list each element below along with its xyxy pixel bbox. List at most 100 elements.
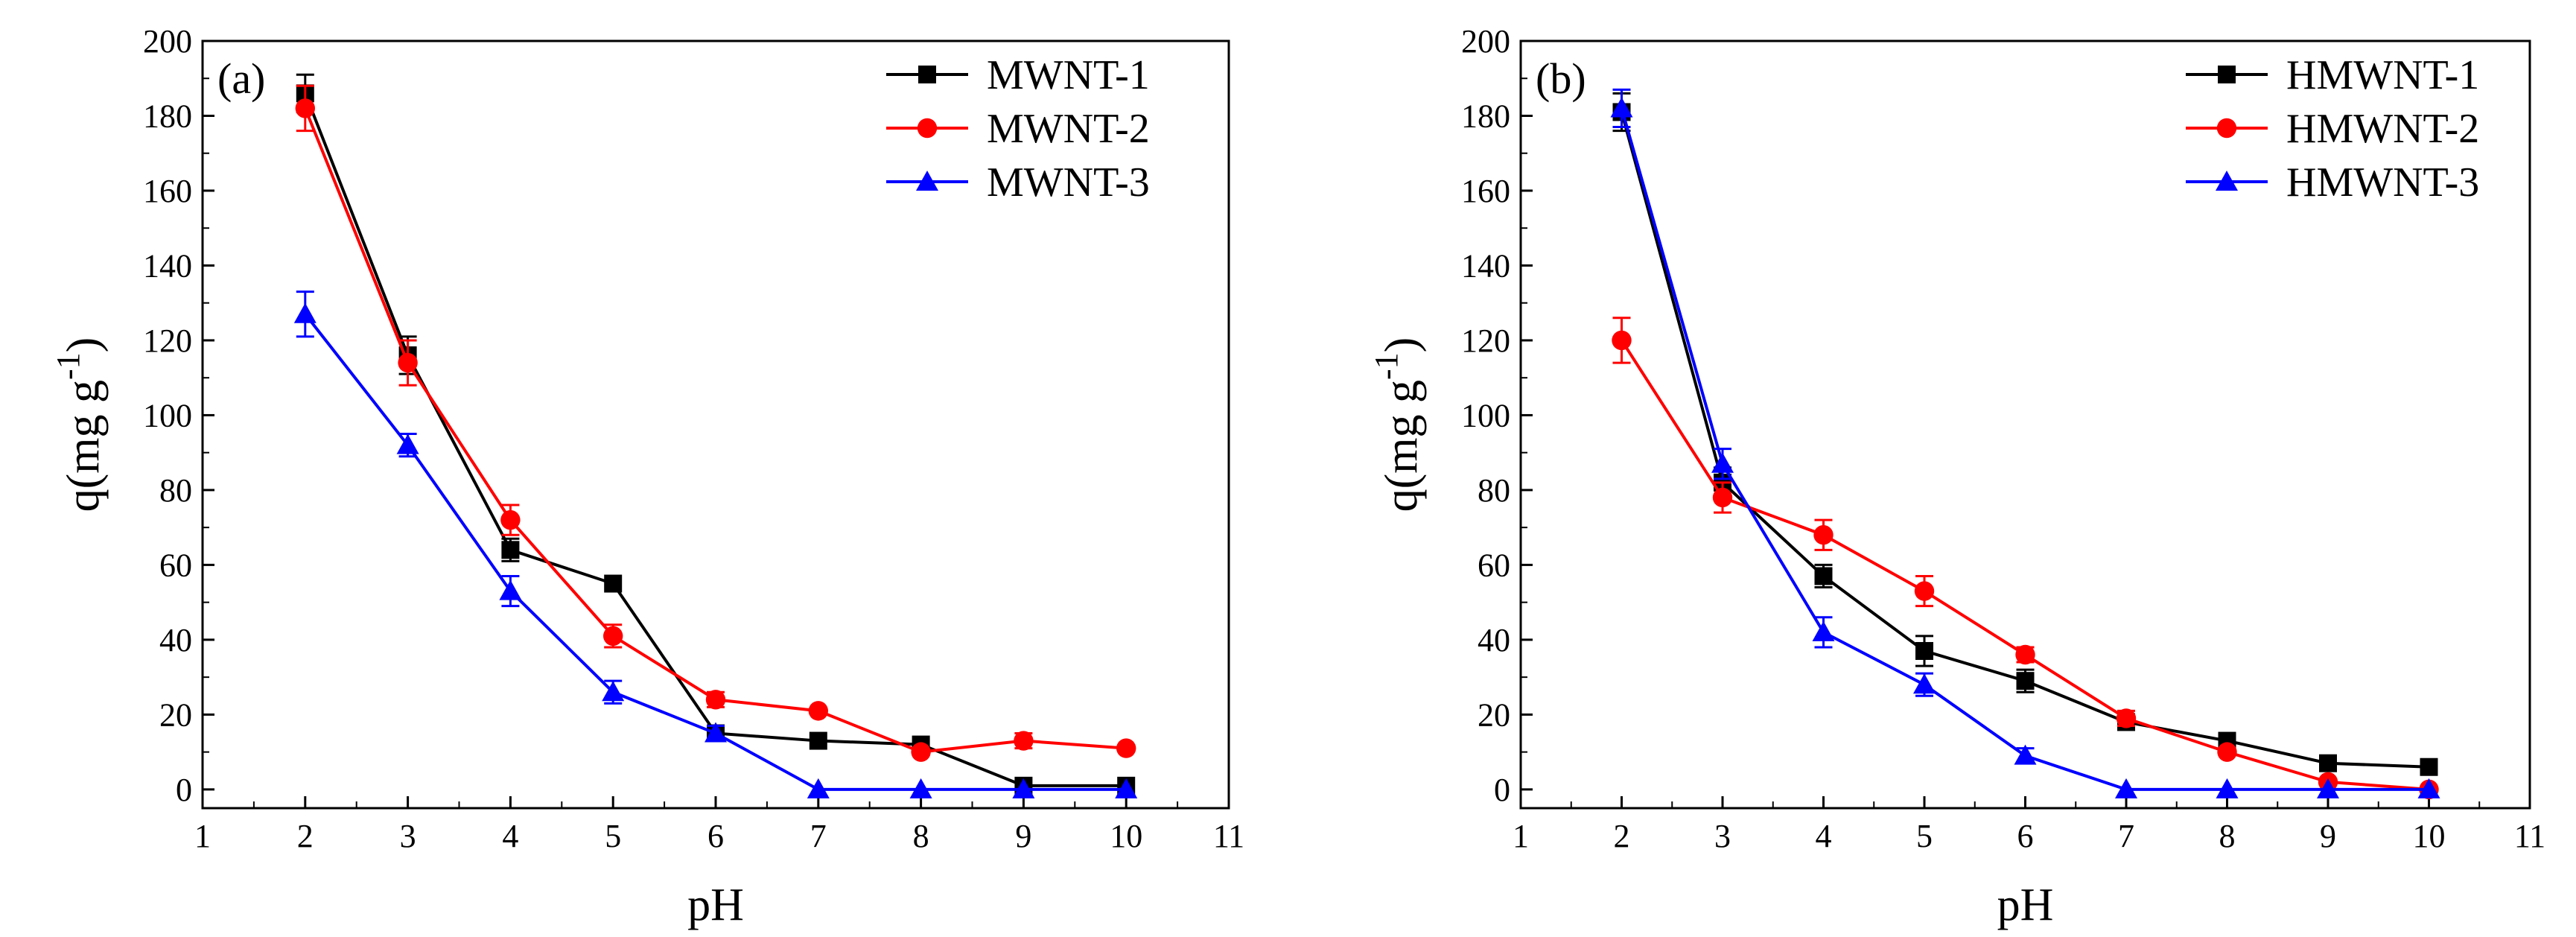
- legend-entry: MWNT-3: [886, 159, 1150, 206]
- x-tick-label: 11: [1213, 818, 1244, 854]
- data-point: [396, 433, 419, 454]
- x-tick-label: 3: [400, 818, 416, 854]
- legend-entry: MWNT-2: [886, 106, 1150, 152]
- chart-panel-a: 1 2 3 4 5 6 7 8 9 10 11 0 20 40 60 80 100 120 140 160 180 200…: [50, 23, 1244, 930]
- data-point: [501, 541, 520, 559]
- legend-marker: [917, 118, 938, 139]
- y-tick-label: 160: [1461, 173, 1510, 209]
- x-tick-label: 8: [913, 818, 929, 854]
- x-tick-label: 6: [2017, 818, 2034, 854]
- panel-label: (b): [1536, 54, 1586, 103]
- y-tick-label: 100: [1461, 397, 1510, 433]
- data-point: [398, 352, 418, 373]
- x-axis-title: pH: [1997, 880, 2054, 930]
- x-tick-label: 5: [1916, 818, 1933, 854]
- data-point: [2216, 778, 2239, 798]
- y-tick-label: 0: [1494, 772, 1510, 808]
- legend-marker: [2216, 118, 2237, 139]
- series-hmwnt-3: [1610, 88, 2440, 798]
- legend-label: MWNT-3: [987, 159, 1150, 206]
- data-point: [2015, 644, 2035, 665]
- y-axis-title-close: ): [58, 337, 109, 353]
- data-point: [2016, 672, 2035, 690]
- y-tick-label: 180: [1461, 98, 1510, 134]
- y-axis-title-close: ): [1376, 337, 1427, 353]
- data-point: [295, 98, 315, 118]
- y-tick-label: 200: [143, 23, 192, 60]
- x-tick-label: 4: [1816, 818, 1832, 854]
- data-point: [911, 742, 931, 762]
- data-point: [1014, 731, 1034, 751]
- x-tick-label: 7: [810, 818, 827, 854]
- data-point: [1914, 581, 1935, 601]
- data-point: [807, 778, 830, 798]
- y-tick-label: 160: [143, 173, 192, 209]
- x-tick-label: 5: [605, 818, 621, 854]
- data-point: [705, 722, 727, 743]
- y-tick-label: 140: [143, 247, 192, 284]
- data-point: [602, 681, 625, 702]
- y-tick-label: 20: [1478, 696, 1510, 733]
- data-point: [809, 731, 827, 750]
- y-tick-label: 120: [1461, 323, 1510, 359]
- series-line: [304, 313, 1127, 791]
- data-point: [1116, 738, 1136, 758]
- series-hmwnt-1: [1612, 92, 2438, 776]
- y-tick-label: 200: [1461, 23, 1510, 60]
- x-tick-label: 6: [707, 818, 724, 854]
- y-tick-label: 0: [176, 772, 192, 808]
- data-point: [1913, 673, 1936, 694]
- legend-label: MWNT-1: [987, 52, 1150, 98]
- data-point: [604, 574, 623, 593]
- legend-marker: [916, 171, 938, 191]
- x-tick-label: 2: [297, 818, 314, 854]
- data-point: [2116, 708, 2137, 728]
- data-point: [2417, 778, 2440, 798]
- data-point: [1812, 620, 1835, 641]
- data-point: [499, 579, 522, 600]
- chart-panel-b: 1 2 3 4 5 6 7 8 9 10 11 0 20 40 60 80 100 120 140 160 180 200…: [1368, 23, 2545, 930]
- panel-label: (a): [217, 54, 265, 103]
- data-point: [909, 778, 932, 798]
- y-axis-title-superscript: -1: [1368, 352, 1405, 380]
- y-tick-label: 60: [1478, 547, 1510, 583]
- y-tick-label: 60: [159, 547, 192, 583]
- y-tick-label: 40: [159, 622, 192, 658]
- legend-marker: [2216, 171, 2238, 191]
- legend-entry: HMWNT-2: [2186, 106, 2479, 152]
- x-tick-label: 10: [2413, 818, 2446, 854]
- y-axis-title: q(mg g-1): [50, 337, 109, 512]
- x-tick-label: 2: [1614, 818, 1630, 854]
- y-axis-title-main: q(mg g: [58, 380, 109, 512]
- data-point: [705, 690, 726, 710]
- legend-label: MWNT-2: [987, 106, 1150, 152]
- legend-label: HMWNT-1: [2286, 52, 2479, 98]
- data-point: [1711, 452, 1734, 473]
- series-mwnt-2: [295, 84, 1136, 762]
- legend-entry: HMWNT-1: [2186, 52, 2479, 98]
- series-line: [1620, 339, 2429, 791]
- data-point: [2317, 778, 2339, 798]
- data-point: [2420, 757, 2438, 776]
- data-point: [1610, 97, 1633, 118]
- y-tick-label: 180: [143, 98, 192, 134]
- legend-label: HMWNT-2: [2286, 106, 2479, 152]
- data-point: [2319, 754, 2337, 772]
- data-point: [1814, 567, 1833, 585]
- data-point: [1813, 525, 1834, 545]
- legend-entry: MWNT-1: [886, 52, 1150, 98]
- data-point: [808, 701, 829, 721]
- data-point: [500, 509, 521, 530]
- data-point: [1612, 330, 1632, 351]
- data-point: [2014, 744, 2037, 765]
- x-tick-label: 9: [1015, 818, 1031, 854]
- data-point: [603, 626, 623, 647]
- data-point: [1915, 641, 1933, 660]
- legend-marker: [2218, 66, 2236, 83]
- x-tick-label: 8: [2219, 818, 2236, 854]
- y-tick-label: 100: [143, 397, 192, 433]
- series-hmwnt-2: [1612, 317, 2439, 800]
- y-tick-label: 20: [159, 696, 192, 733]
- data-point: [1712, 487, 1733, 508]
